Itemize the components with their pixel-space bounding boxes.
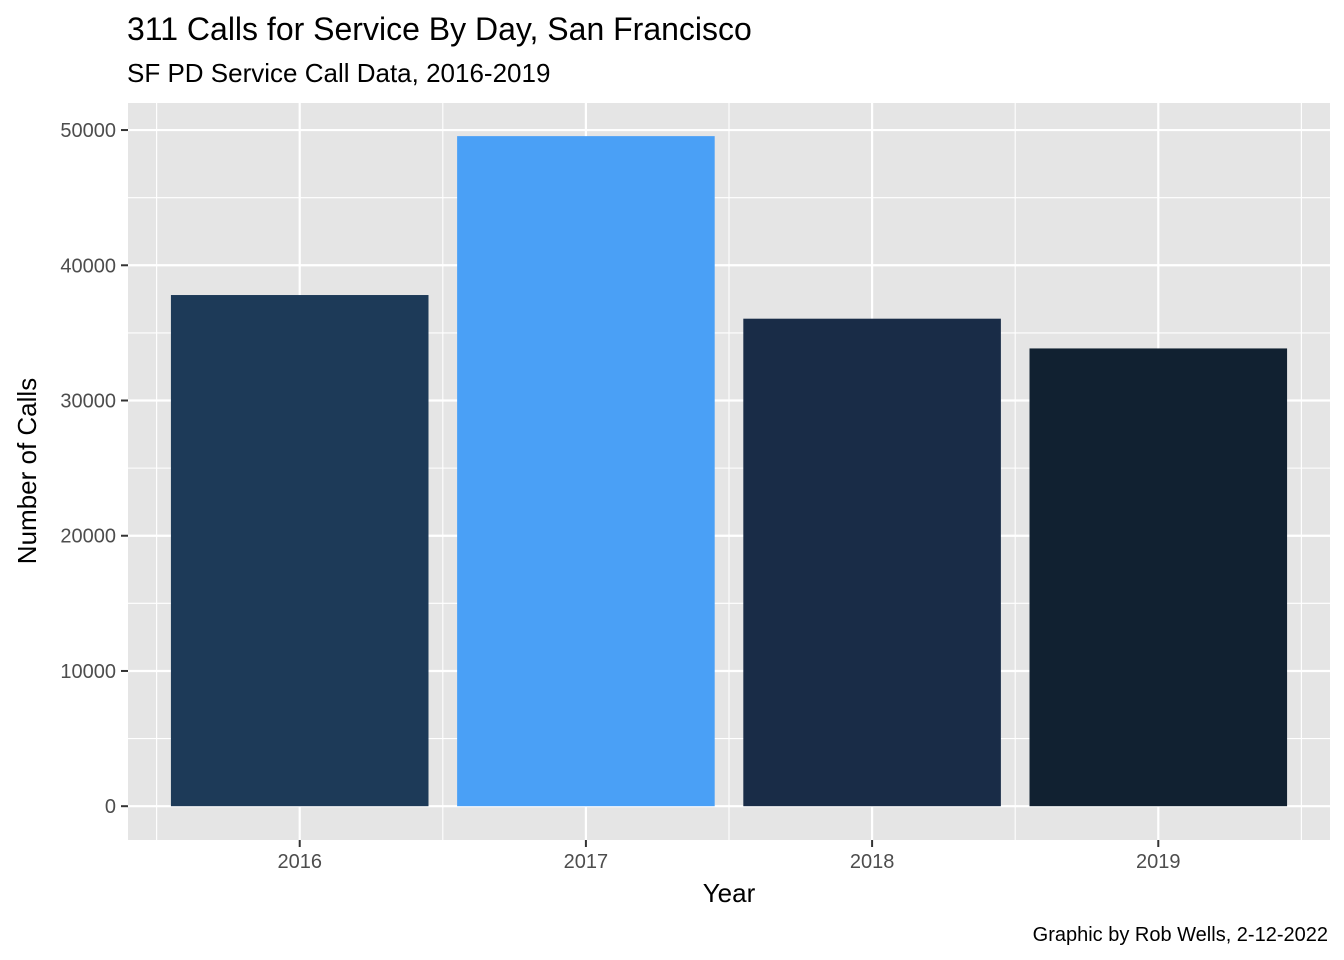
bar-2017 xyxy=(457,136,715,807)
y-tick-label: 50000 xyxy=(60,120,116,142)
chart-caption: Graphic by Rob Wells, 2-12-2022 xyxy=(1033,924,1328,946)
bar-2016 xyxy=(170,295,429,807)
chart-subtitle: SF PD Service Call Data, 2016-2019 xyxy=(127,58,550,88)
x-tick-label: 2019 xyxy=(1136,851,1181,873)
x-tick-label: 2016 xyxy=(277,851,322,873)
y-tick-label: 20000 xyxy=(60,526,116,548)
chart-title: 311 Calls for Service By Day, San Franci… xyxy=(127,11,752,47)
y-tick-label: 0 xyxy=(105,796,116,818)
bars xyxy=(170,136,1288,807)
bar-2019 xyxy=(1029,348,1288,807)
y-tick-label: 40000 xyxy=(60,255,116,277)
y-axis-title: Number of Calls xyxy=(12,378,42,564)
x-axis-title: Year xyxy=(703,878,756,908)
y-axis: 0 10000 20000 30000 40000 50000 xyxy=(60,120,128,818)
x-tick-label: 2017 xyxy=(564,851,609,873)
y-tick-label: 30000 xyxy=(60,391,116,413)
bar-2018 xyxy=(743,318,1001,807)
x-tick-label: 2018 xyxy=(850,851,895,873)
x-axis: 2016 2017 2018 2019 xyxy=(277,840,1181,873)
y-tick-label: 10000 xyxy=(60,661,116,683)
